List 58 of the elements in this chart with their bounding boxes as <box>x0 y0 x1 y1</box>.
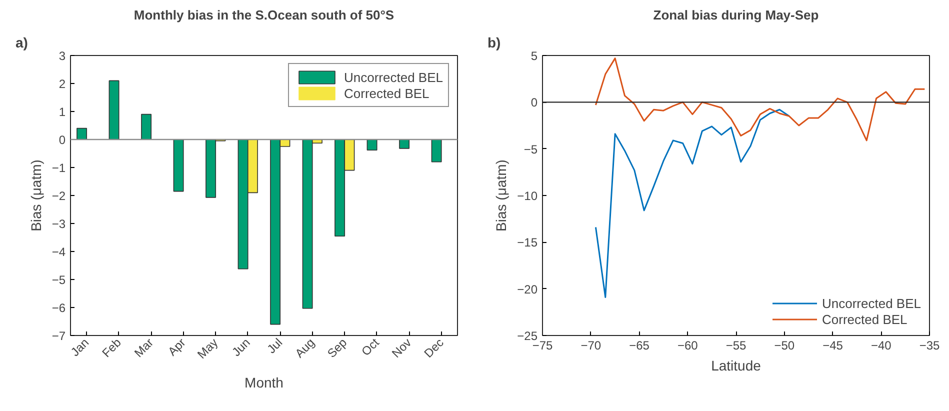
x-axis-title: Latitude <box>711 358 762 374</box>
y-axis-title: Bias (μatm) <box>493 160 510 232</box>
x-tick-label: −70 <box>580 338 602 352</box>
y-tick-label: 0 <box>530 96 538 110</box>
x-tick-label: Jan <box>68 336 92 360</box>
bar <box>141 114 152 140</box>
legend-label: Uncorrected BEL <box>822 296 921 310</box>
y-tick-label: −7 <box>52 329 66 343</box>
y-tick-label: 0 <box>58 133 66 147</box>
x-tick-label: Nov <box>389 336 414 361</box>
line-series <box>594 58 926 142</box>
x-tick-label: May <box>194 336 221 362</box>
y-tick-label: −20 <box>517 282 538 296</box>
x-tick-label: −40 <box>870 338 892 352</box>
y-tick-label: 3 <box>58 49 66 63</box>
x-tick-label: Aug <box>292 336 318 361</box>
x-tick-label: Dec <box>421 336 446 361</box>
chart-title: Zonal bias during May-Sep <box>653 8 819 22</box>
y-tick-label: 5 <box>530 49 538 63</box>
x-tick-label: Mar <box>132 336 156 360</box>
y-tick-label: −2 <box>52 189 66 203</box>
legend-label: Corrected BEL <box>822 312 908 326</box>
bar <box>108 80 120 140</box>
y-tick-label: −3 <box>52 217 66 231</box>
x-axis-title: Month <box>244 374 284 390</box>
y-tick-label: 1 <box>58 105 66 119</box>
y-tick-label: −6 <box>52 301 66 315</box>
bar <box>173 139 184 192</box>
line-series <box>594 108 790 298</box>
x-tick-label: −35 <box>919 338 940 352</box>
y-tick-label: −5 <box>52 273 66 287</box>
x-tick-label: −50 <box>774 338 795 352</box>
y-axis-title: Bias (μatm) <box>28 160 44 232</box>
y-tick-label: −10 <box>517 189 538 203</box>
text: a) <box>16 34 28 50</box>
x-tick-label: Apr <box>165 336 188 359</box>
bar <box>76 128 88 140</box>
chart-title: Monthly bias in the S.Ocean south of 50°S <box>134 8 394 22</box>
x-tick-label: −45 <box>822 338 844 352</box>
text: b) <box>488 34 501 50</box>
x-tick-label: −55 <box>726 338 747 352</box>
bar <box>366 139 378 151</box>
x-tick-label: −60 <box>677 338 698 352</box>
y-tick-label: −4 <box>52 245 66 259</box>
x-tick-label: Feb <box>99 335 124 360</box>
y-tick-label: −15 <box>517 236 538 250</box>
x-tick-label: Jun <box>229 336 253 360</box>
x-tick-label: Sep <box>324 335 350 361</box>
y-tick-label: 2 <box>58 77 66 91</box>
x-tick-label: Oct <box>358 335 382 359</box>
x-tick-label: Jul <box>264 336 286 356</box>
legend-label: Uncorrected BEL <box>344 70 443 84</box>
x-tick-label: −65 <box>629 338 650 352</box>
bar <box>431 139 442 162</box>
bar <box>399 139 410 149</box>
legend-label: Corrected BEL <box>344 86 430 100</box>
y-tick-label: −5 <box>524 142 538 156</box>
y-tick-label: −1 <box>52 161 66 175</box>
